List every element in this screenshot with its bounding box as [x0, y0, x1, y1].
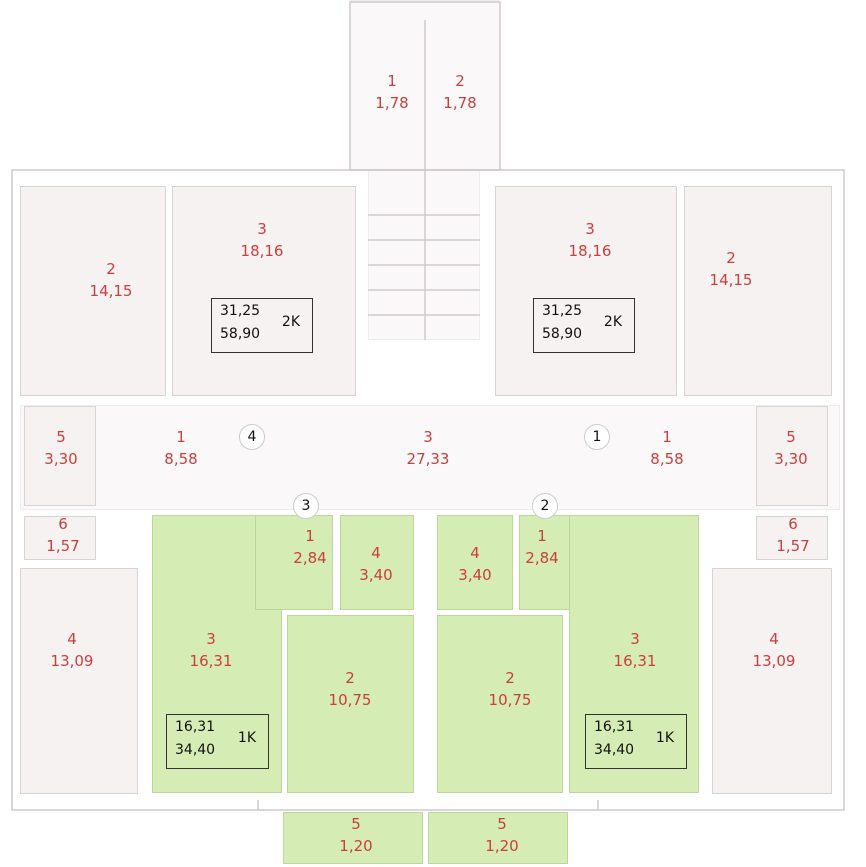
apartment-info-box: 31,25 58,90 2K: [533, 298, 635, 353]
room-r5: [756, 406, 828, 506]
room-label: 2 14,15: [709, 249, 753, 289]
room-label: 5 3,30: [44, 428, 78, 468]
room-bl5: [283, 812, 423, 864]
room-label: 6 1,57: [46, 515, 80, 555]
room-label: 5 1,20: [339, 815, 373, 855]
room-gl1: [255, 515, 333, 610]
room-label: 1 2,84: [525, 527, 559, 567]
room-gl4: [340, 515, 414, 610]
room-label: 4 3,40: [359, 544, 393, 584]
room-gr2: [437, 615, 563, 793]
room-label: 4 3,40: [458, 544, 492, 584]
room-l6: [24, 516, 96, 560]
apartment-info-box: 16,31 34,40 1K: [166, 714, 269, 769]
room-gr3: [569, 515, 699, 793]
room-label: 1 1,78: [375, 72, 409, 112]
room-label: 3 18,16: [240, 220, 284, 260]
room-label: 3 27,33: [406, 428, 450, 468]
room-label: 1 8,58: [164, 428, 198, 468]
room-r2: [684, 186, 832, 396]
room-label: 2 14,15: [89, 260, 133, 300]
door-marker: 2: [532, 493, 558, 519]
room-gl2: [287, 615, 414, 793]
room-label: 3 16,31: [613, 630, 657, 670]
room-label: 5 1,20: [485, 815, 519, 855]
staircase: [368, 170, 480, 340]
room-l5: [24, 406, 96, 506]
room-l2: [20, 186, 166, 396]
room-label: 1 8,58: [650, 428, 684, 468]
room-r6: [756, 516, 828, 560]
room-r3: [495, 186, 677, 396]
room-label: 3 18,16: [568, 220, 612, 260]
door-marker: 1: [584, 424, 610, 450]
door-marker: 3: [293, 493, 319, 519]
room-gr4: [437, 515, 513, 610]
room-label: 2 10,75: [328, 669, 372, 709]
room-label: 3 16,31: [189, 630, 233, 670]
room-br5: [428, 812, 568, 864]
corridor-band: [20, 405, 840, 510]
room-label: 2 10,75: [488, 669, 532, 709]
room-label: 6 1,57: [776, 515, 810, 555]
room-label: 5 3,30: [774, 428, 808, 468]
room-label: 1 2,84: [293, 527, 327, 567]
room-l4: [20, 568, 138, 794]
room-label: 4 13,09: [50, 630, 94, 670]
apartment-info-box: 31,25 58,90 2K: [211, 298, 313, 353]
room-label: 4 13,09: [752, 630, 796, 670]
room-label: 2 1,78: [443, 72, 477, 112]
room-l3: [172, 186, 356, 396]
door-marker: 4: [239, 424, 265, 450]
room-r4: [712, 568, 832, 794]
apartment-info-box: 16,31 34,40 1K: [585, 714, 687, 769]
